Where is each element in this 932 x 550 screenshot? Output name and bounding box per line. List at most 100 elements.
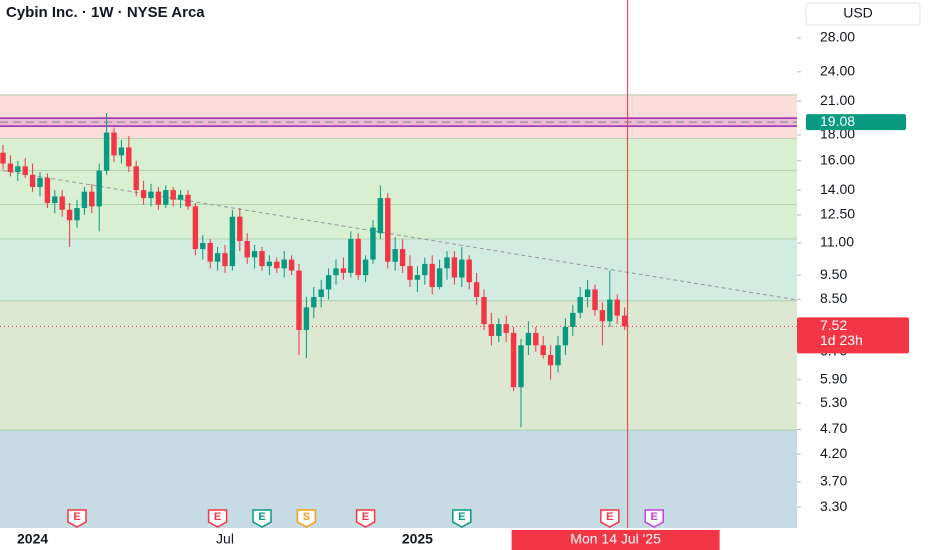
crosshair-date-box — [511, 530, 720, 550]
candle-body — [37, 177, 43, 187]
candle-body — [163, 190, 169, 205]
candle-body — [222, 253, 228, 267]
candle-body — [311, 296, 317, 308]
candle-body — [533, 332, 539, 346]
candle-body — [52, 196, 58, 203]
event-label: S — [303, 511, 310, 523]
zone — [0, 429, 797, 528]
candle-body — [274, 261, 280, 269]
y-tick-label: 4.20 — [820, 445, 847, 461]
candle-body — [333, 268, 339, 276]
price-axis — [797, 0, 932, 550]
candle-body — [614, 299, 620, 316]
y-tick-label: 8.50 — [820, 290, 847, 306]
candle-body — [237, 216, 243, 241]
y-tick-label: 21.00 — [820, 92, 855, 108]
candle-body — [436, 268, 443, 288]
candle-body — [444, 257, 450, 269]
candle-body — [133, 166, 139, 191]
candle-body — [584, 289, 591, 297]
y-tick-label: 5.30 — [820, 394, 847, 410]
candle-body — [525, 332, 532, 346]
candle-body — [15, 166, 21, 173]
candle-body — [296, 270, 302, 330]
candle-body — [89, 191, 95, 207]
candle-body — [414, 275, 421, 280]
candle-body — [251, 251, 258, 258]
candle-body — [59, 196, 65, 210]
last-price-tag — [797, 317, 909, 354]
candle-body — [185, 194, 191, 207]
candle-body — [496, 324, 502, 336]
candle-body — [81, 191, 88, 209]
candle-body — [510, 332, 517, 388]
candle-body — [22, 166, 28, 175]
candle-body — [407, 266, 413, 280]
candle-body — [340, 268, 347, 273]
event-flag — [296, 509, 317, 528]
currency-box[interactable] — [805, 2, 921, 26]
candle-body — [177, 194, 184, 200]
y-tick-label: 4.70 — [820, 420, 847, 436]
y-tick-label: 12.50 — [820, 206, 855, 222]
event-label: E — [258, 511, 265, 523]
candle-body — [518, 345, 524, 388]
resistance-band — [0, 118, 797, 127]
candle-body — [170, 190, 176, 200]
candle-body — [29, 174, 36, 187]
candle-body — [7, 163, 14, 173]
candle-body — [599, 310, 606, 322]
event-flag — [207, 509, 228, 528]
chart-title: Cybin Inc. · 1W · NYSE Arca — [6, 4, 205, 21]
candle-body — [540, 345, 546, 356]
y-tick-label: 28.00 — [820, 29, 855, 45]
x-tick-label: Jul — [216, 531, 234, 547]
candle-body — [44, 177, 51, 203]
candle-body — [96, 170, 102, 207]
candle-body — [488, 324, 495, 336]
candle-body — [103, 132, 110, 171]
candle-body — [577, 296, 583, 313]
candle-body — [126, 147, 132, 167]
candle-body — [318, 289, 324, 297]
candle-body — [214, 253, 221, 262]
candle-body — [503, 324, 509, 333]
event-label: E — [651, 511, 658, 523]
y-tick-label: 11.00 — [820, 234, 854, 250]
trendline — [2, 170, 795, 301]
axes: 28.0024.0021.0018.0016.0014.0012.5011.00… — [17, 29, 909, 550]
event-flag — [252, 509, 272, 528]
candle-body — [399, 249, 406, 267]
candle-body — [207, 242, 213, 262]
candle-body — [370, 227, 376, 260]
y-tick-label: 3.30 — [820, 498, 847, 514]
candle-body — [66, 209, 73, 221]
candle-body — [562, 326, 569, 346]
y-tick-label: 14.00 — [820, 181, 855, 197]
candle-body — [355, 239, 361, 276]
candle-body — [281, 259, 287, 269]
candle-body — [547, 355, 554, 366]
last-price-label: 7.52 — [820, 317, 847, 333]
candle-body — [392, 249, 398, 262]
candle-body — [148, 191, 154, 199]
candle-body — [200, 242, 206, 250]
event-label: E — [606, 511, 613, 523]
candle-body — [229, 216, 236, 267]
candle-body — [422, 263, 428, 276]
candle-body — [74, 208, 80, 221]
y-tick-label: 3.70 — [820, 473, 847, 489]
candle-body — [555, 345, 561, 366]
zone — [0, 138, 797, 240]
y-tick-label: 5.90 — [820, 370, 847, 386]
candle-body — [592, 289, 598, 311]
candle-body — [451, 257, 458, 278]
resistance-tag-label: 19.08 — [820, 113, 855, 129]
y-tick-label: 24.00 — [820, 63, 855, 79]
candle-body — [118, 147, 125, 156]
candle-body — [429, 263, 435, 288]
event-label: E — [73, 511, 80, 523]
y-tick-label: 9.50 — [820, 266, 847, 282]
candle-body — [377, 198, 384, 234]
